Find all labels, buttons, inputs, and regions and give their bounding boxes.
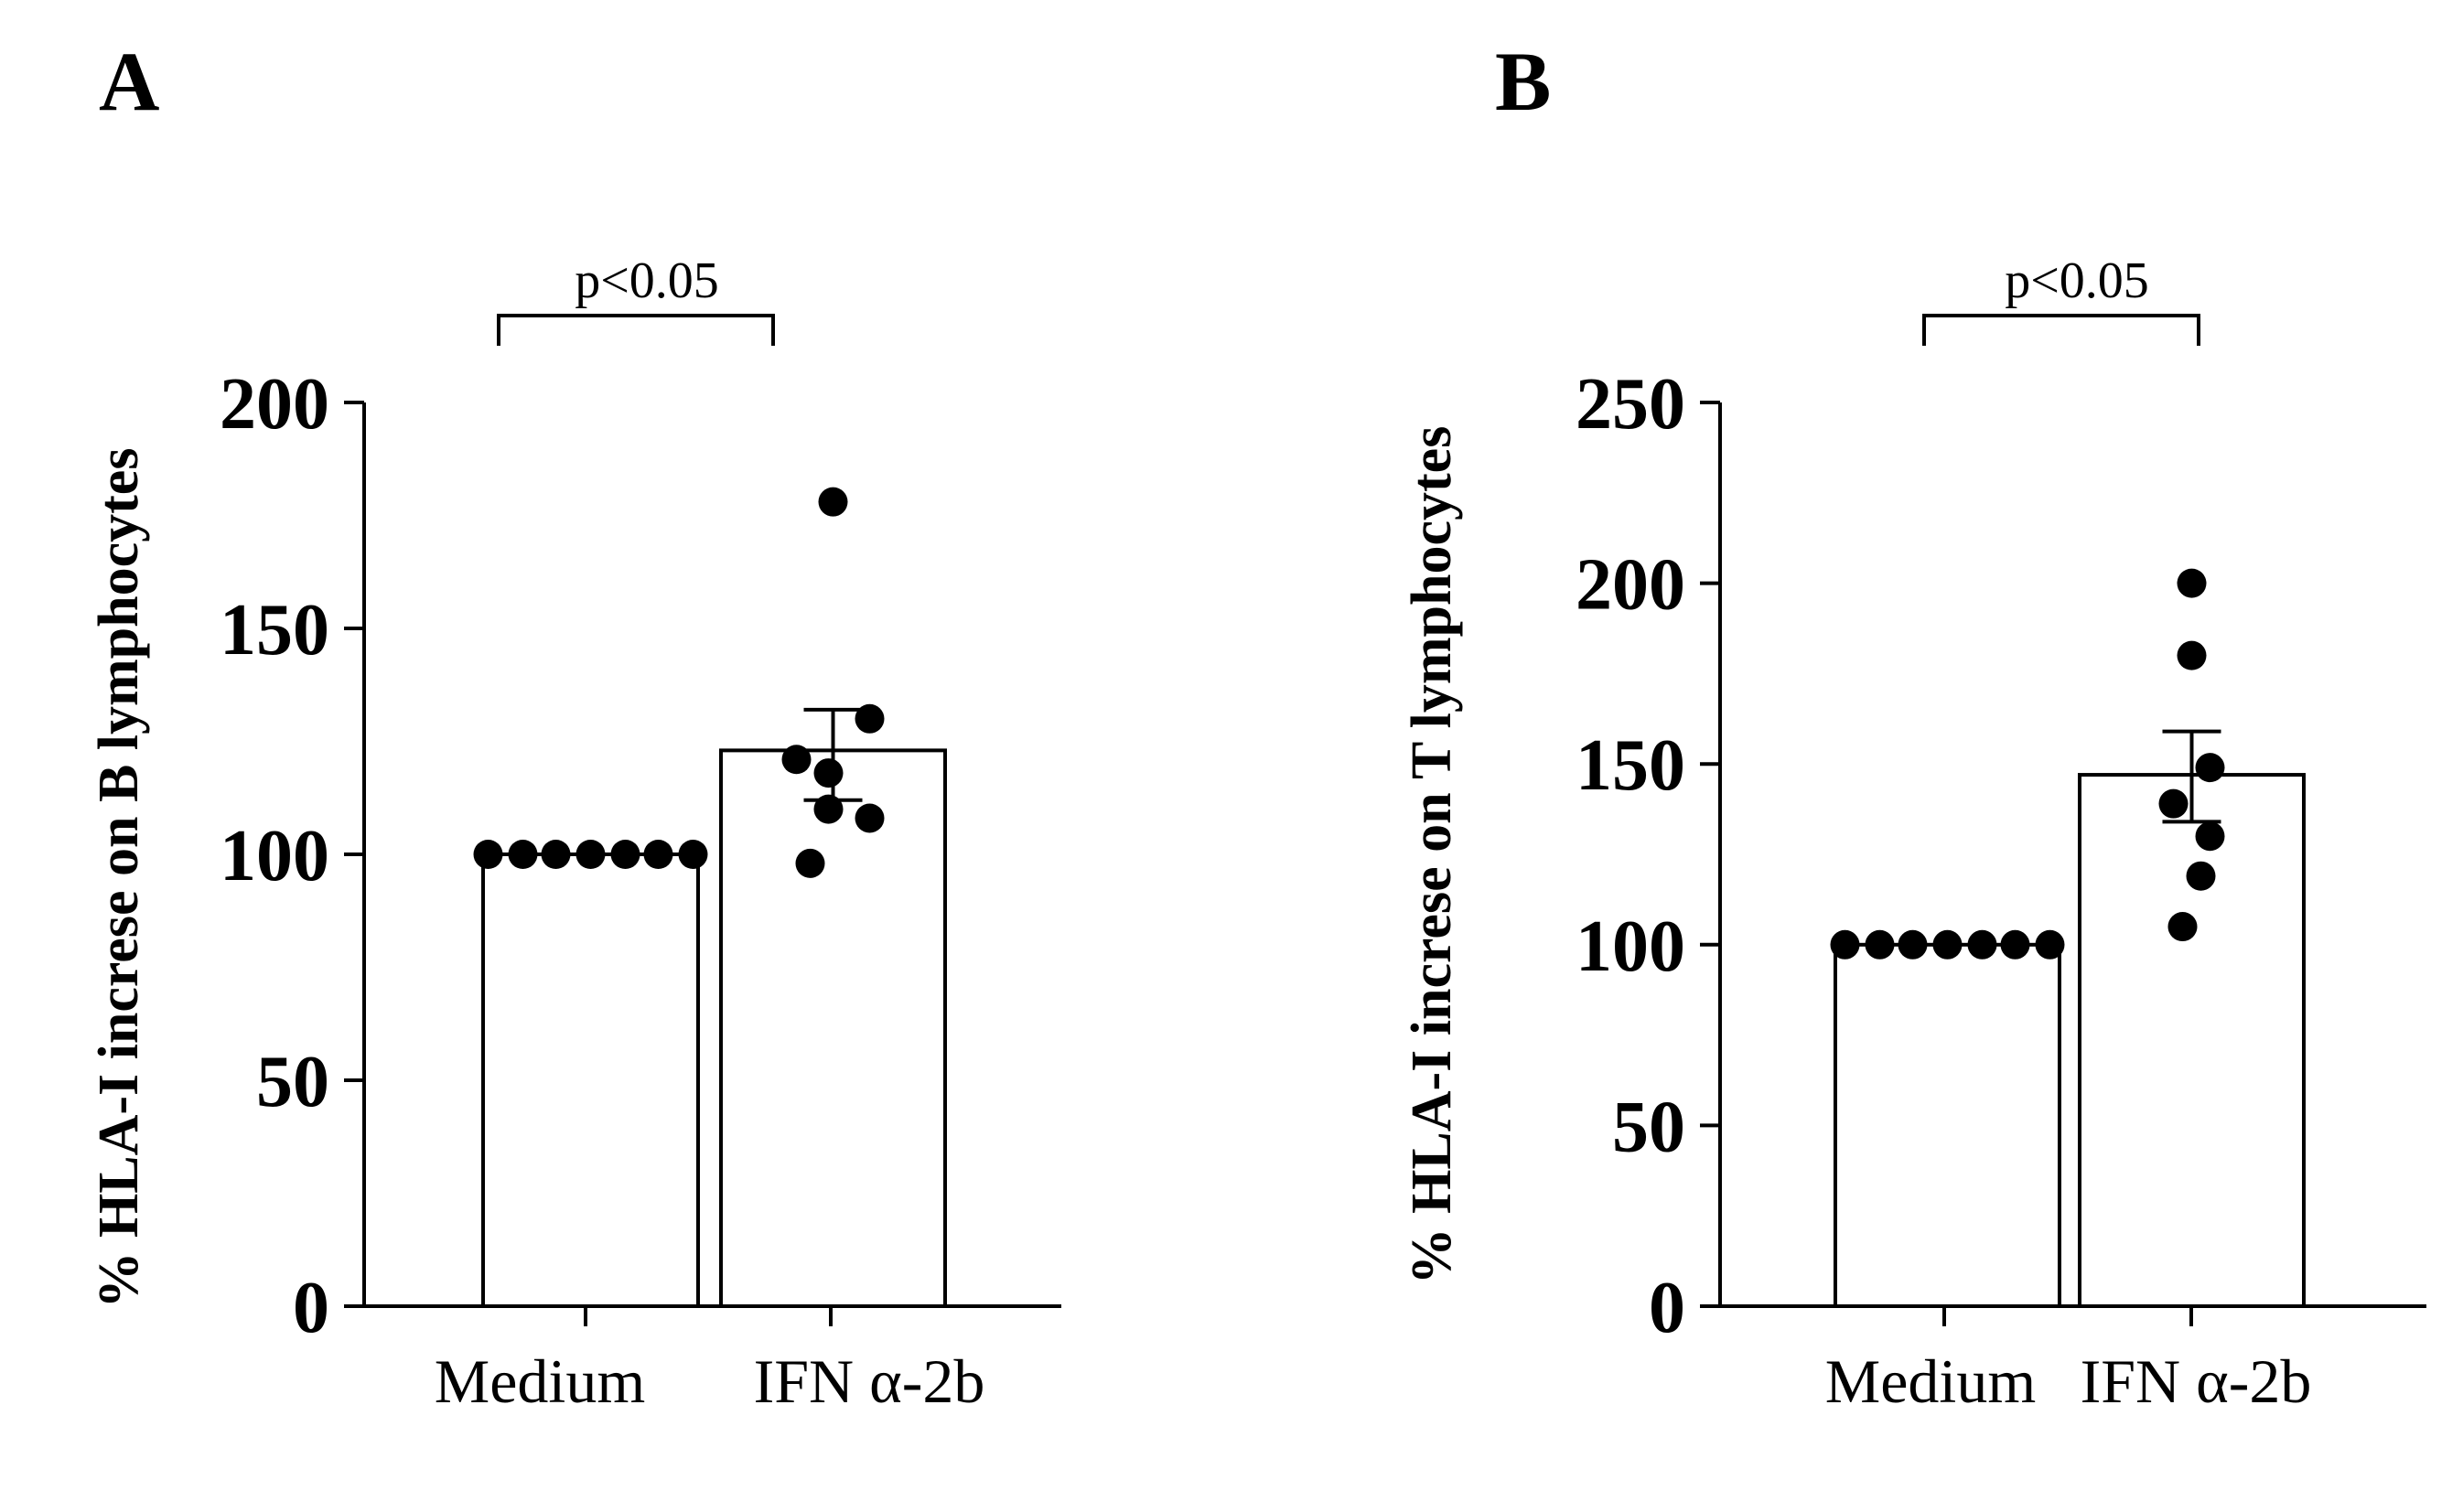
data-point [610,840,640,869]
x-tick-label: Medium [435,1346,645,1416]
data-point [2167,912,2198,942]
x-ticks-b: Medium IFN α-2b [1825,1306,2312,1416]
y-tick-label: 250 [1576,364,1685,445]
data-point [2000,929,2030,960]
x-tick-label: IFN α-2b [754,1346,985,1416]
y-axis-label-b: % HLA-I increse on T lymphocytes [1401,426,1463,1285]
data-point [1898,929,1928,960]
data-point [575,840,606,869]
data-point [1865,929,1895,960]
data-point [2195,821,2225,852]
y-tick-label: 200 [1576,545,1685,626]
panel-a: A % HLA-I increse on B lymphocytes 0 50 10… [88,35,1061,1416]
data-point [2186,861,2216,891]
bar [719,748,947,1308]
points-a [473,487,885,878]
data-point [2158,788,2189,819]
data-point [473,840,503,869]
data-point [1932,929,1963,960]
data-point [678,840,708,869]
y-axis-label-a: % HLA-I increse on B lymphocytes [88,448,150,1309]
y-tick-label: 50 [256,1042,329,1122]
x-ticks-a: Medium IFN α-2b [435,1306,985,1416]
bars-b [1834,773,2306,1309]
y-ticks-a: 0 50 100 150 200 [220,364,364,1348]
data-point [1830,929,1860,960]
y-tick-label: 0 [1649,1268,1685,1348]
data-point [855,703,885,734]
y-tick-label: 150 [220,590,329,670]
y-tick-label: 0 [293,1268,329,1348]
data-point [813,758,844,788]
y-tick-label: 100 [1576,906,1685,987]
significance-label-a: p<0.05 [575,252,719,309]
data-point [781,745,812,775]
data-point [2177,568,2207,598]
panel-letter-b: B [1495,35,1551,128]
y-ticks-b: 0 50 100 150 200 250 [1576,364,1720,1348]
significance-label-b: p<0.05 [2005,252,2149,309]
bar [2078,773,2306,1308]
bar [1834,942,2061,1309]
x-tick-label: IFN α-2b [2081,1346,2312,1416]
points-b [1830,568,2225,960]
data-point [508,840,538,869]
data-point [643,840,673,869]
data-point [2035,929,2065,960]
data-point [541,840,571,869]
data-point [795,848,825,878]
significance-bracket-b [1922,314,2200,346]
significance-b: p<0.05 [1922,252,2200,346]
y-tick-label: 200 [220,364,329,445]
significance-bracket-a [497,314,775,346]
y-tick-label: 50 [1612,1087,1685,1167]
data-point [813,794,844,824]
y-tick-label: 100 [220,816,329,896]
data-point [2177,640,2207,670]
data-point [855,803,885,833]
x-tick-label: Medium [1825,1346,2036,1416]
bar [481,853,700,1308]
panel-b: B % HLA-I increse on T lymphocytes 0 50 10… [1401,35,2426,1416]
panel-letter-a: A [99,35,159,128]
bars-a [481,748,947,1308]
data-point [818,487,848,517]
data-point [2195,753,2225,783]
data-point [1967,929,1997,960]
y-tick-label: 150 [1576,725,1685,806]
significance-a: p<0.05 [497,252,775,346]
